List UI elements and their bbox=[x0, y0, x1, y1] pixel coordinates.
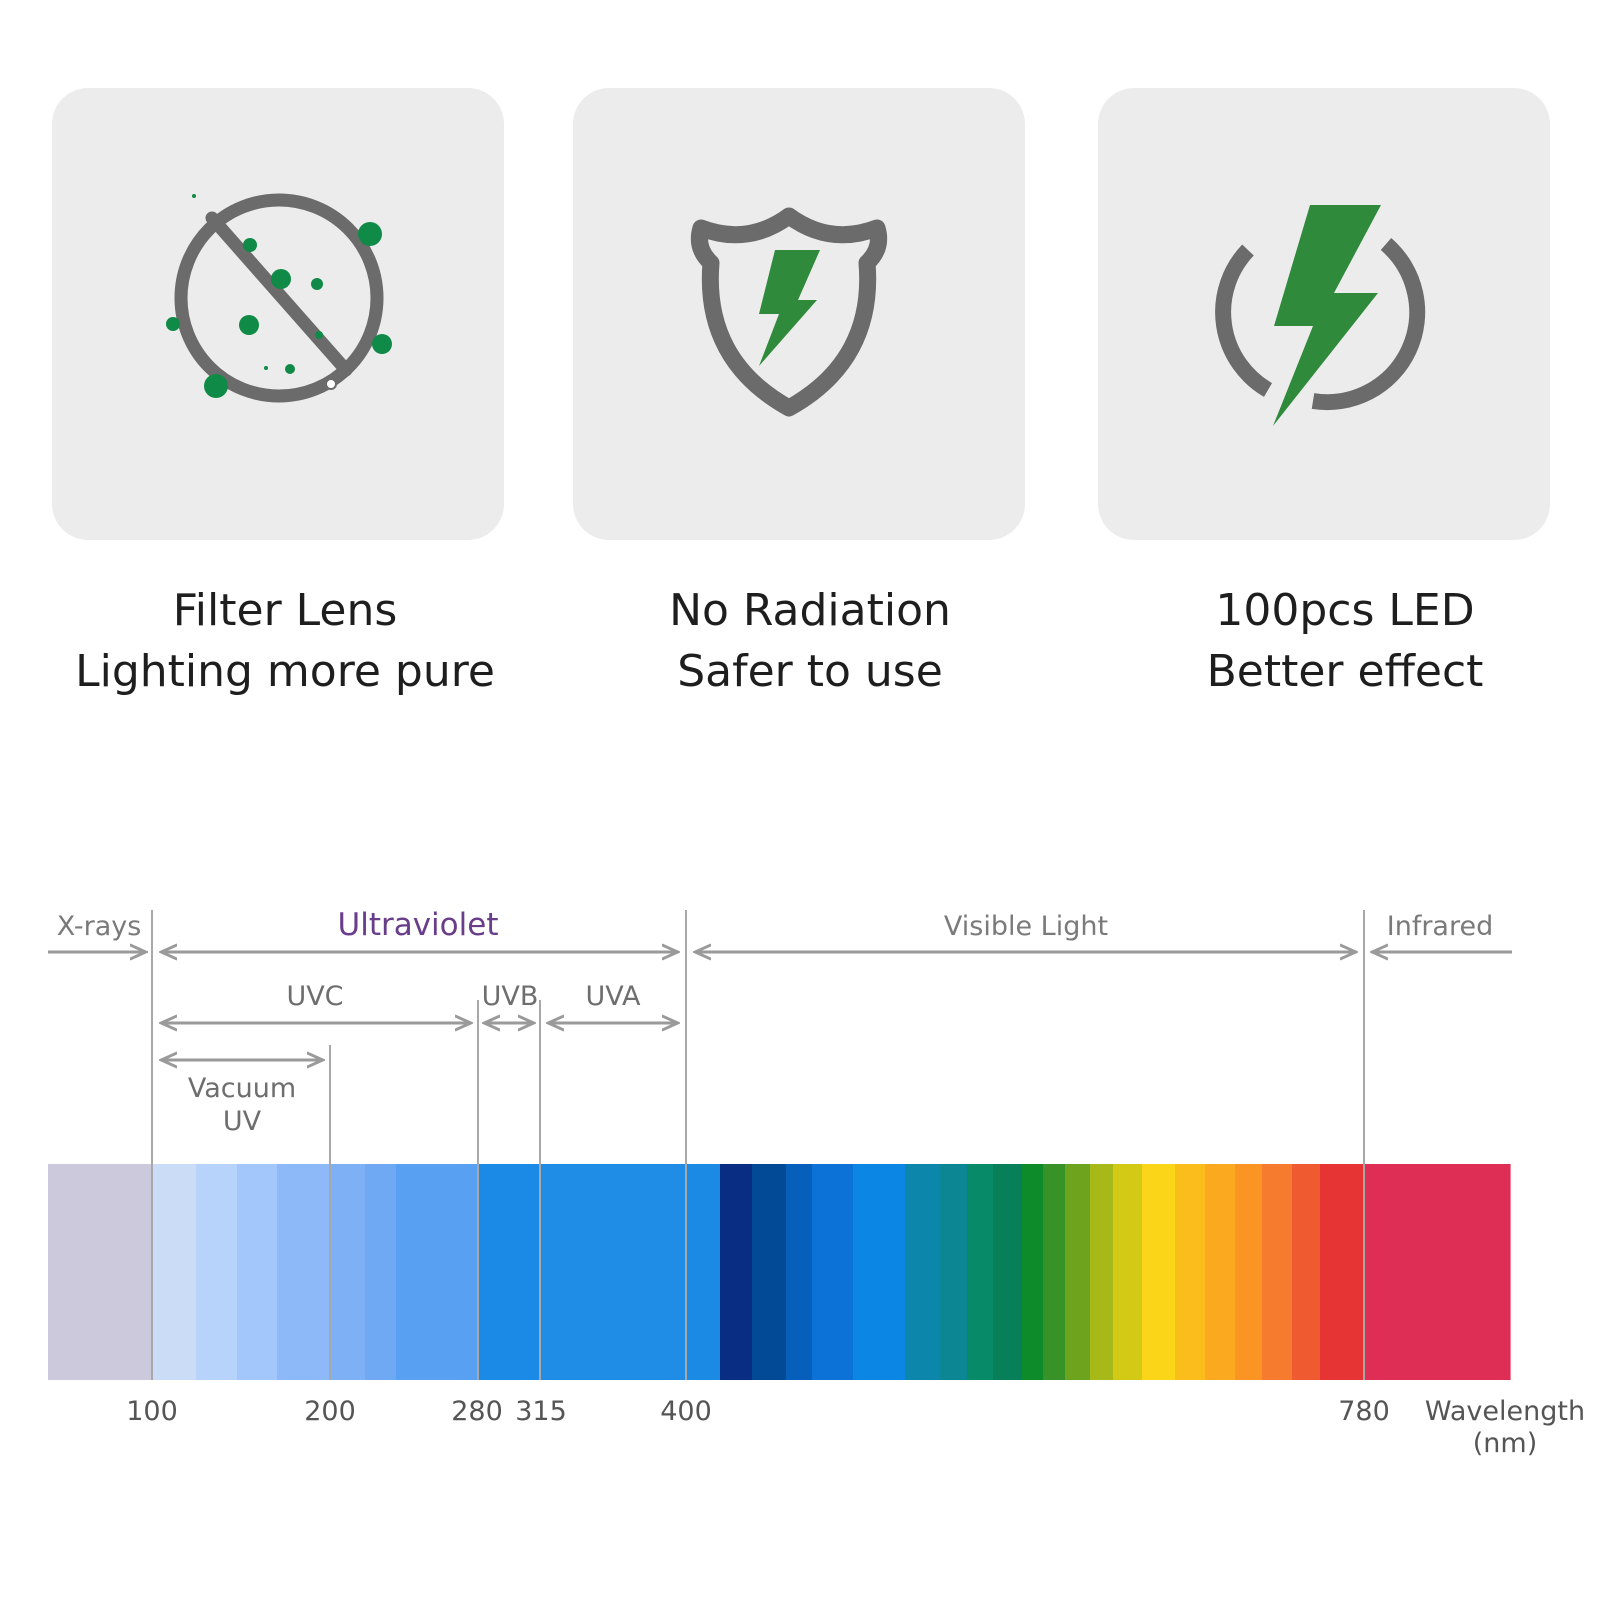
tick-label-780: 780 bbox=[1338, 1396, 1390, 1427]
spectrum-segment bbox=[752, 1164, 787, 1380]
feature-caption-filter-lens: Filter Lens Lighting more pure bbox=[25, 580, 545, 702]
spectrum-segment bbox=[396, 1164, 479, 1380]
visible-light-label: Visible Light bbox=[944, 911, 1108, 942]
spectrum-segment bbox=[786, 1164, 813, 1380]
tick-label-100: 100 bbox=[126, 1396, 178, 1427]
tick-label-400: 400 bbox=[660, 1396, 712, 1427]
spectrum-segment bbox=[1175, 1164, 1206, 1380]
axis-label-line1: Wavelength bbox=[1425, 1396, 1585, 1427]
spectrum-segment bbox=[237, 1164, 278, 1380]
spectrum-segment bbox=[993, 1164, 1023, 1380]
spectrum-color-bar bbox=[48, 1164, 1511, 1380]
feature-card-led bbox=[1098, 88, 1550, 540]
spectrum-segment bbox=[1235, 1164, 1263, 1380]
tick-label-315: 315 bbox=[515, 1396, 567, 1427]
spectrum-segment bbox=[940, 1164, 968, 1380]
ultraviolet-label: Ultraviolet bbox=[338, 907, 499, 943]
spectrum-segment bbox=[1022, 1164, 1044, 1380]
shield-bolt-icon bbox=[690, 207, 888, 417]
uvc-label: UVC bbox=[286, 981, 343, 1012]
spectrum-segment bbox=[48, 1164, 153, 1380]
xrays-label: X-rays bbox=[57, 911, 142, 942]
spectrum-segment bbox=[720, 1164, 753, 1380]
spectrum-segment bbox=[330, 1164, 366, 1380]
spectrum-segment bbox=[1113, 1164, 1143, 1380]
spectrum-segment bbox=[1364, 1164, 1511, 1380]
caption-line-2: Safer to use bbox=[677, 646, 943, 697]
caption-line-1: Filter Lens bbox=[172, 585, 398, 636]
uvb-label: UVB bbox=[482, 981, 539, 1012]
spectrum-diagram: X-rays Ultraviolet Visible Light Infrare… bbox=[48, 907, 1585, 1459]
boundary-lines bbox=[151, 910, 1365, 1380]
spectrum-segment bbox=[1262, 1164, 1293, 1380]
spectrum-segment bbox=[540, 1164, 687, 1380]
feature-caption-no-radiation: No Radiation Safer to use bbox=[550, 580, 1070, 702]
feature-caption-led: 100pcs LED Better effect bbox=[1085, 580, 1600, 702]
spectrum-segment bbox=[812, 1164, 854, 1380]
spectrum-segment bbox=[1292, 1164, 1321, 1380]
infrared-label: Infrared bbox=[1387, 911, 1493, 942]
vacuum-uv-label-line2: UV bbox=[223, 1106, 262, 1137]
spectrum-segment bbox=[1043, 1164, 1066, 1380]
spectrum-segment bbox=[1205, 1164, 1236, 1380]
feature-card-no-radiation bbox=[573, 88, 1025, 540]
spectrum-segment bbox=[152, 1164, 197, 1380]
axis-label-line2: (nm) bbox=[1473, 1428, 1537, 1459]
caption-line-2: Better effect bbox=[1206, 646, 1484, 697]
spectrum-segment bbox=[967, 1164, 994, 1380]
spectrum-segment bbox=[365, 1164, 397, 1380]
caption-line-2: Lighting more pure bbox=[75, 646, 495, 697]
spectrum-segment bbox=[196, 1164, 238, 1380]
spectrum-segment bbox=[686, 1164, 721, 1380]
spectrum-segment bbox=[905, 1164, 941, 1380]
tick-label-200: 200 bbox=[304, 1396, 356, 1427]
caption-line-1: No Radiation bbox=[669, 585, 951, 636]
spectrum-segment bbox=[1320, 1164, 1365, 1380]
vacuum-uv-label-line1: Vacuum bbox=[188, 1073, 296, 1104]
spectrum-segment bbox=[478, 1164, 541, 1380]
spectrum-segment bbox=[853, 1164, 906, 1380]
spectrum-segment bbox=[1065, 1164, 1091, 1380]
feature-card-filter-lens bbox=[52, 88, 504, 540]
uva-label: UVA bbox=[586, 981, 642, 1012]
spectrum-segment bbox=[1142, 1164, 1176, 1380]
spectrum-segment bbox=[1090, 1164, 1114, 1380]
spectrum-segment bbox=[277, 1164, 331, 1380]
caption-line-1: 100pcs LED bbox=[1215, 585, 1475, 636]
tick-label-280: 280 bbox=[451, 1396, 503, 1427]
power-bolt-icon bbox=[1215, 205, 1426, 426]
filter-lens-icon bbox=[166, 193, 392, 403]
